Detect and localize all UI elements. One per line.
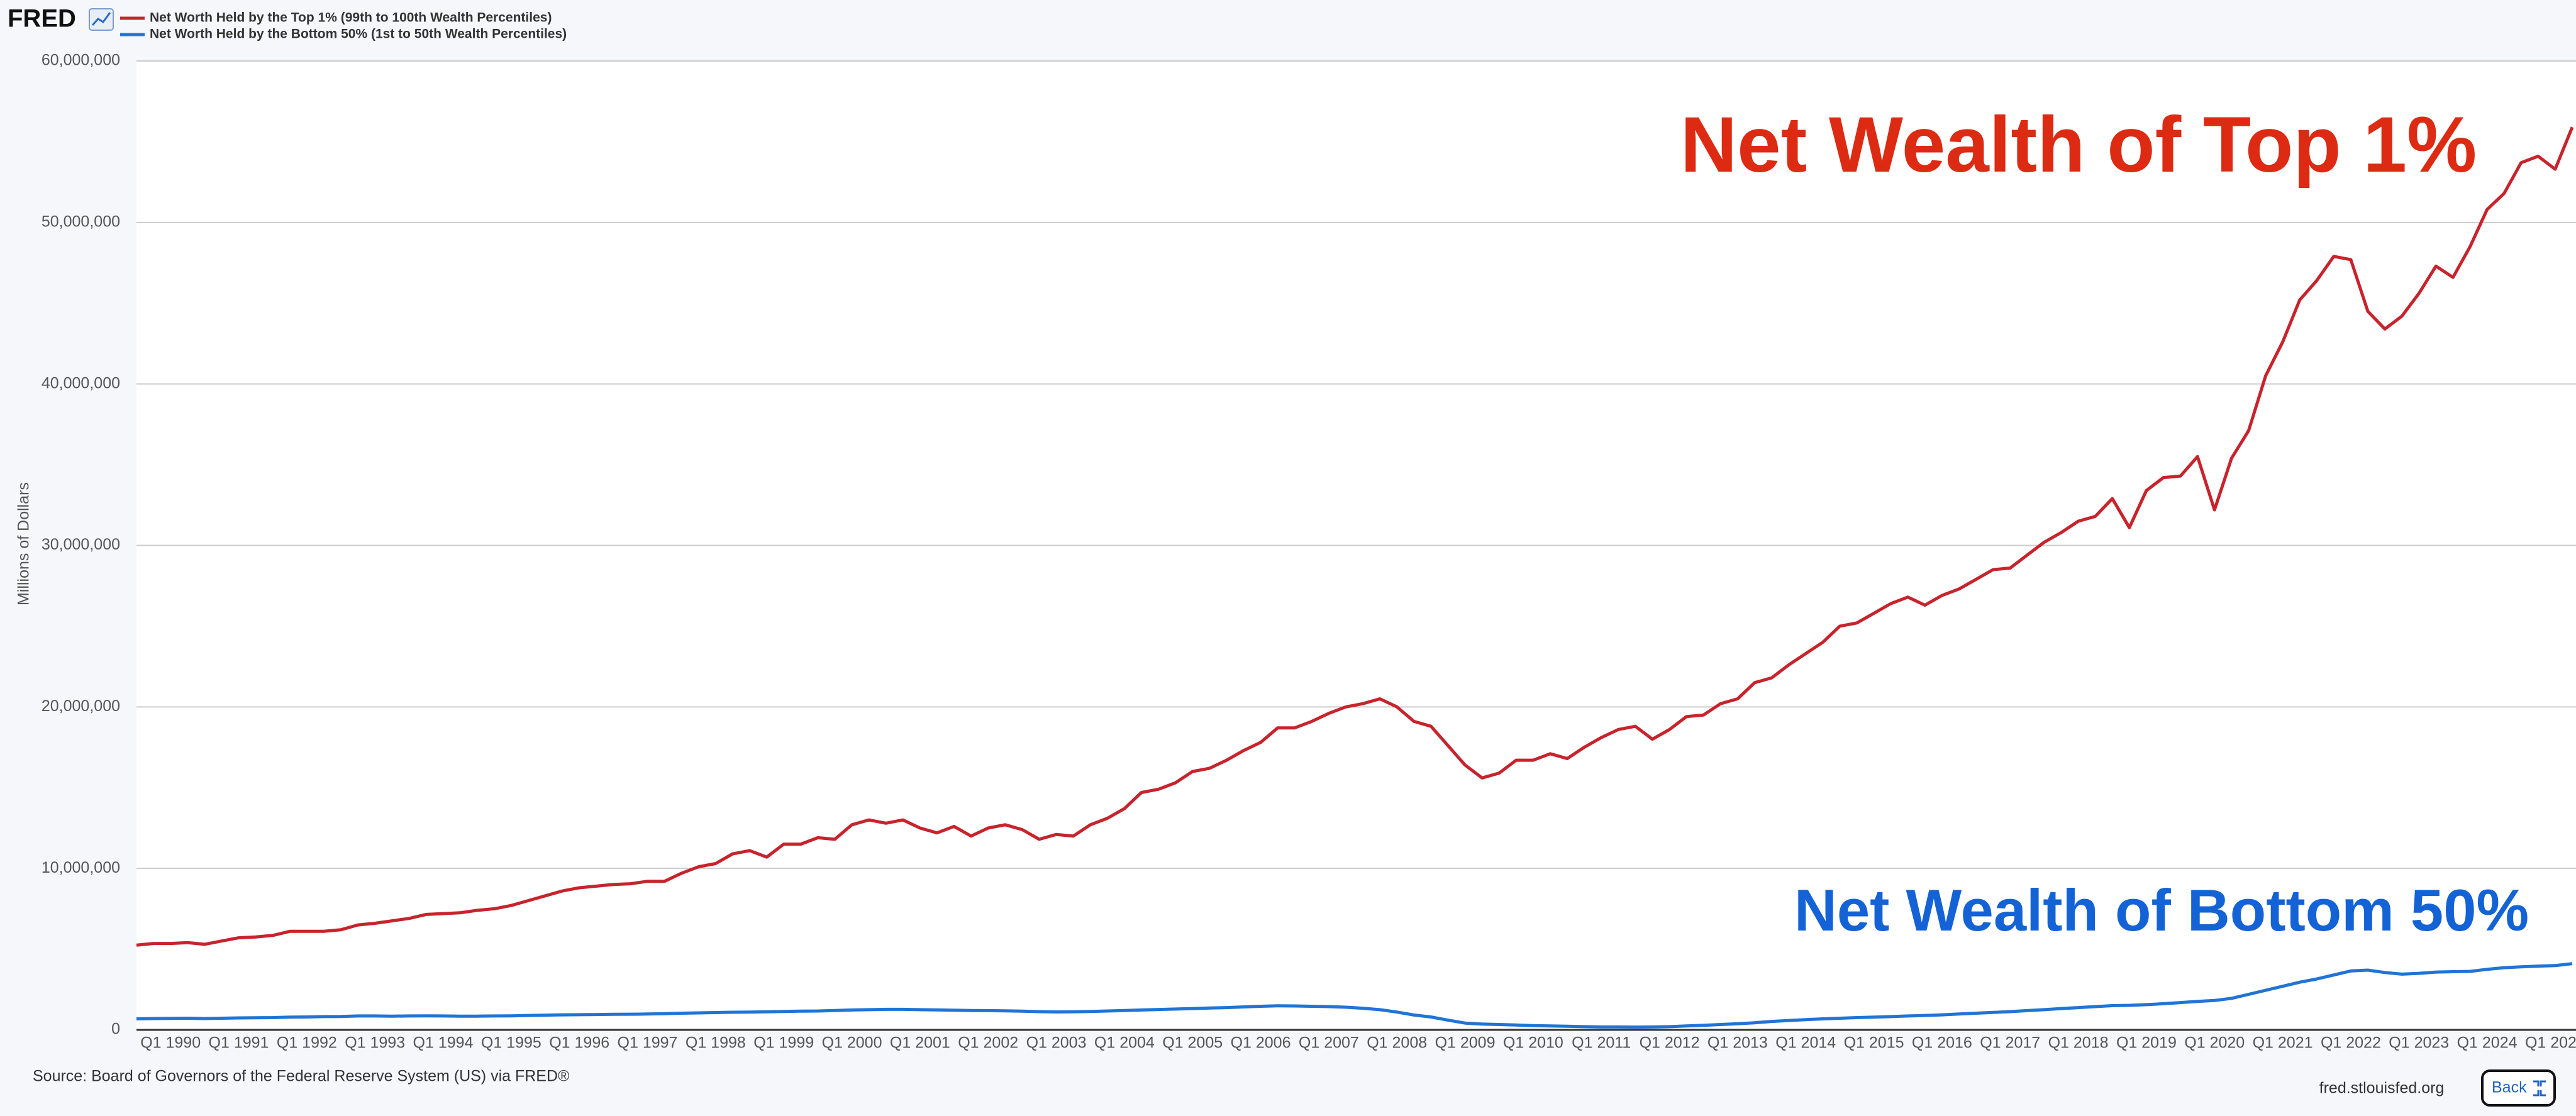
x-tick-label: Q1 2011 (1572, 1034, 1631, 1052)
x-tick-label: Q1 2016 (1912, 1034, 1972, 1052)
y-tick-label: 10,000,000 (42, 859, 120, 876)
x-tick-label: Q1 2008 (1367, 1034, 1427, 1052)
x-tick-label: Q1 2018 (2048, 1034, 2109, 1052)
x-tick-label: Q1 2004 (1094, 1034, 1155, 1052)
x-tick-label: Q1 1995 (481, 1034, 541, 1052)
x-tick-label: Q1 1996 (549, 1034, 609, 1052)
legend-label: Net Worth Held by the Bottom 50% (1st to… (150, 27, 567, 41)
series-line (136, 126, 2574, 947)
x-tick-label: Q1 2015 (1844, 1034, 1904, 1052)
x-tick-label: Q1 2002 (958, 1034, 1018, 1052)
x-tick-label: Q1 2021 (2253, 1034, 2313, 1052)
source: Source: Board of Governors of the Federa… (33, 1068, 570, 1085)
x-tick-label: Q1 2019 (2116, 1034, 2177, 1052)
x-tick-label: Q1 2013 (1707, 1034, 1768, 1052)
x-tick-label: Q1 2005 (1162, 1034, 1223, 1052)
y-tick-label: 0 (111, 1020, 120, 1038)
annotation: Net Wealth of Bottom 50% (1794, 877, 2529, 943)
x-tick-label: Q1 2003 (1026, 1034, 1087, 1052)
x-tick-label: Q1 2023 (2389, 1034, 2449, 1052)
x-tick-label: Q1 2001 (890, 1034, 950, 1052)
x-tick-label: Q1 2024 (2457, 1034, 2518, 1052)
back-label[interactable]: Back (2492, 1079, 2527, 1097)
x-tick-label: Q1 1991 (209, 1034, 269, 1052)
y-tick-label: 50,000,000 (42, 213, 120, 230)
x-tick-label: Q1 1997 (618, 1034, 678, 1052)
site-link: fred.stlouisfed.org (2319, 1080, 2445, 1097)
x-tick-label: Q1 1994 (413, 1034, 474, 1052)
x-tick-label: Q1 2017 (1980, 1034, 2040, 1052)
y-tick-label: 40,000,000 (42, 374, 120, 392)
x-tick-label: Q1 2000 (822, 1034, 882, 1052)
x-tick-label: Q1 2007 (1299, 1034, 1359, 1052)
x-tick-label: Q1 1999 (753, 1034, 814, 1052)
y-tick-label: 20,000,000 (42, 697, 120, 715)
legend-label: Net Worth Held by the Top 1% (99th to 10… (150, 11, 552, 25)
x-tick-label: Q1 2020 (2184, 1034, 2245, 1052)
x-tick-label: Q1 1990 (140, 1034, 201, 1052)
back-button[interactable]: Back (2481, 1069, 2556, 1107)
y-axis-label: Millions of Dollars (15, 482, 33, 605)
x-tick-label: Q1 1993 (345, 1034, 405, 1052)
x-tick-label: Q1 1998 (686, 1034, 746, 1052)
y-tick-label: 30,000,000 (42, 536, 120, 553)
x-tick-label: Q1 2006 (1231, 1034, 1291, 1052)
x-tick-label: Q1 2014 (1775, 1034, 1836, 1052)
x-tick-label: Q1 2012 (1640, 1034, 1700, 1052)
x-tick-label: Q1 2022 (2321, 1034, 2381, 1052)
series-line (136, 962, 2573, 1029)
x-tick-label: Q1 2010 (1503, 1034, 1563, 1052)
logo: FRED (8, 5, 76, 33)
logo-icon (89, 8, 114, 31)
x-tick-label: Q1 2009 (1435, 1034, 1496, 1052)
x-tick-label: Q1 2025 (2525, 1034, 2576, 1052)
x-tick-label: Q1 1992 (277, 1034, 337, 1052)
annotation: Net Wealth of Top 1% (1680, 101, 2477, 189)
y-tick-label: 60,000,000 (42, 52, 120, 69)
